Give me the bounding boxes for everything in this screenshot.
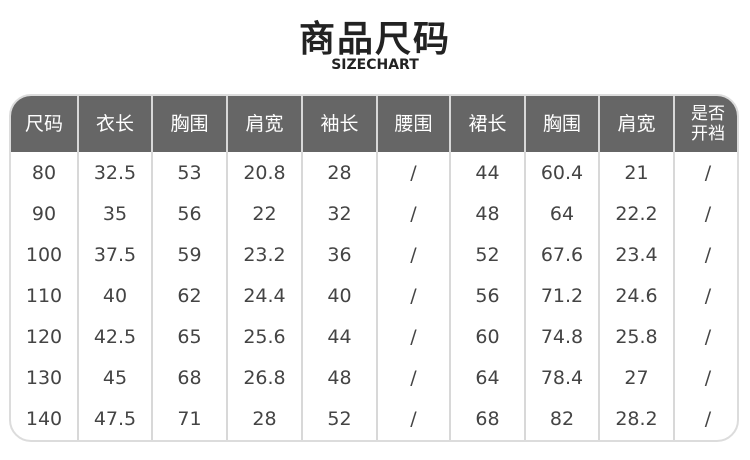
table-cell: / bbox=[673, 152, 737, 194]
table-cell: 62 bbox=[151, 275, 227, 317]
table-cell: / bbox=[376, 193, 450, 235]
table-cell: 52 bbox=[301, 398, 377, 440]
table-cell: / bbox=[673, 357, 737, 399]
table-cell: 44 bbox=[449, 152, 525, 194]
table-cell: 35 bbox=[77, 193, 152, 235]
column-header: 肩宽 bbox=[598, 96, 674, 152]
table-cell: / bbox=[673, 275, 737, 317]
table-cell: 28 bbox=[301, 152, 377, 194]
table-cell: 53 bbox=[151, 152, 227, 194]
table-cell: / bbox=[376, 357, 450, 399]
table-cell: 82 bbox=[524, 398, 599, 440]
table-cell: 64 bbox=[449, 357, 525, 399]
column-header: 尺码 bbox=[11, 96, 78, 152]
table-cell: 68 bbox=[449, 398, 525, 440]
column-header: 是否 开裆 bbox=[673, 96, 737, 152]
table-cell: 140 bbox=[25, 408, 63, 431]
table-cell: 45 bbox=[77, 357, 152, 399]
table-cell: 23.2 bbox=[226, 234, 302, 276]
table-row: 130 45 68 26.8 48/64 78.4 27/ bbox=[11, 357, 737, 399]
table-cell: 24.6 bbox=[598, 275, 674, 317]
table-cell: 32 bbox=[301, 193, 377, 235]
size-chart-table: 尺码 衣长 胸围 肩宽 袖长 腰围 裙长 胸围 肩宽 是否 开裆 80 32.5 53 20.8 28/4… bbox=[9, 94, 739, 442]
table-cell: 42.5 bbox=[77, 316, 152, 358]
table-cell: 100 bbox=[25, 243, 63, 266]
column-header: 腰围 bbox=[376, 96, 450, 152]
table-cell: / bbox=[673, 316, 737, 358]
table-cell: 78.4 bbox=[524, 357, 599, 399]
column-header: 裙长 bbox=[449, 96, 525, 152]
table-header-row: 尺码 衣长 胸围 肩宽 袖长 腰围 裙长 胸围 肩宽 是否 开裆 bbox=[11, 96, 737, 152]
table-row: 80 32.5 53 20.8 28/44 60.4 21/ bbox=[11, 152, 737, 194]
table-cell: 120 bbox=[25, 326, 63, 349]
table-cell: 25.8 bbox=[598, 316, 674, 358]
table-cell: 60 bbox=[449, 316, 525, 358]
column-header: 胸围 bbox=[151, 96, 227, 152]
column-header: 衣长 bbox=[77, 96, 152, 152]
table-row: 110 40 62 24.4 40/56 71.2 24.6/ bbox=[11, 275, 737, 317]
table-cell: 40 bbox=[301, 275, 377, 317]
table-cell: 20.8 bbox=[226, 152, 302, 194]
page-title: 商品尺码 bbox=[298, 19, 451, 60]
table-cell: / bbox=[673, 398, 737, 440]
table-cell: 28 bbox=[226, 398, 302, 440]
table-cell: 21 bbox=[598, 152, 674, 194]
table-cell: 67.6 bbox=[524, 234, 599, 276]
table-cell: 90 bbox=[31, 202, 57, 225]
column-header: 袖长 bbox=[301, 96, 377, 152]
column-header: 胸围 bbox=[524, 96, 599, 152]
table-cell: 32.5 bbox=[77, 152, 152, 194]
table-cell: 80 bbox=[31, 161, 57, 184]
table-cell: / bbox=[673, 193, 737, 235]
table-cell: / bbox=[673, 234, 737, 276]
table-cell: 68 bbox=[151, 357, 227, 399]
table-cell: 24.4 bbox=[226, 275, 302, 317]
table-cell: 23.4 bbox=[598, 234, 674, 276]
table-cell: 65 bbox=[151, 316, 227, 358]
table-cell: 59 bbox=[151, 234, 227, 276]
table-cell: 26.8 bbox=[226, 357, 302, 399]
table-row: 120 42.5 65 25.6 44/60 74.8 25.8/ bbox=[11, 316, 737, 358]
table-cell: 52 bbox=[449, 234, 525, 276]
table-cell: 48 bbox=[449, 193, 525, 235]
column-header: 肩宽 bbox=[226, 96, 302, 152]
table-cell: 36 bbox=[301, 234, 377, 276]
table-cell: 27 bbox=[598, 357, 674, 399]
table-cell: / bbox=[376, 275, 450, 317]
table-cell: 71.2 bbox=[524, 275, 599, 317]
page-subtitle: SIZECHART bbox=[331, 57, 419, 73]
table-cell: / bbox=[376, 152, 450, 194]
table-row: 100 37.5 59 23.2 36/52 67.6 23.4/ bbox=[11, 234, 737, 276]
table-cell: 74.8 bbox=[524, 316, 599, 358]
table-cell: 22 bbox=[226, 193, 302, 235]
table-cell: / bbox=[376, 234, 450, 276]
table-cell: 40 bbox=[77, 275, 152, 317]
table-row: 140 47.5 71 28 52/68 82 28.2/ bbox=[11, 398, 737, 440]
table-cell: 56 bbox=[449, 275, 525, 317]
table-cell: 71 bbox=[151, 398, 227, 440]
table-cell: 48 bbox=[301, 357, 377, 399]
table-cell: 37.5 bbox=[77, 234, 152, 276]
table-row: 90 35 56 22 32/48 64 22.2/ bbox=[11, 193, 737, 235]
table-cell: 110 bbox=[25, 284, 63, 307]
table-cell: 25.6 bbox=[226, 316, 302, 358]
table-cell: / bbox=[376, 316, 450, 358]
table-cell: 56 bbox=[151, 193, 227, 235]
table-cell: 47.5 bbox=[77, 398, 152, 440]
table-cell: 130 bbox=[25, 367, 63, 390]
table-cell: 28.2 bbox=[598, 398, 674, 440]
table-cell: 44 bbox=[301, 316, 377, 358]
table-cell: 22.2 bbox=[598, 193, 674, 235]
table-cell: 60.4 bbox=[524, 152, 599, 194]
table-cell: / bbox=[376, 398, 450, 440]
table-cell: 64 bbox=[524, 193, 599, 235]
